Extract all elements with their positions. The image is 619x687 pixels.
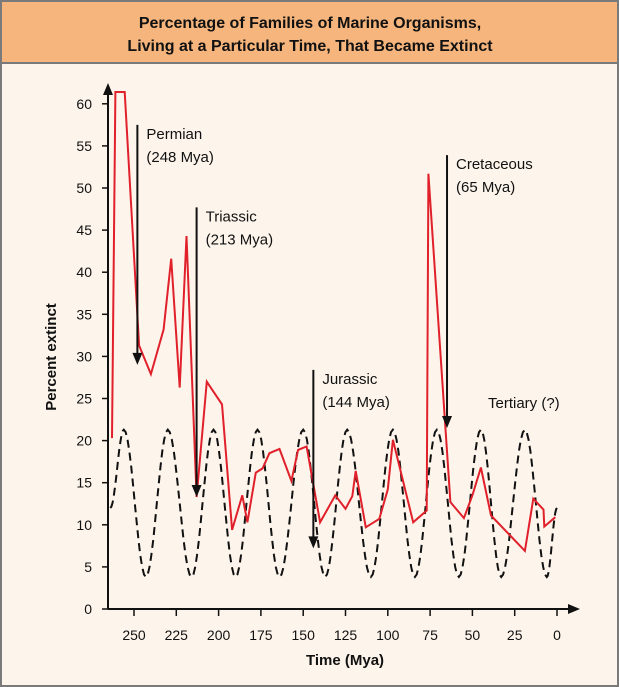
event-label-name: Triassic <box>206 208 258 225</box>
event-label-date: (65 Mya) <box>456 179 515 196</box>
event-label-name: Jurassic <box>322 371 378 388</box>
x-tick-label: 250 <box>122 627 146 643</box>
x-tick-label: 150 <box>292 627 316 643</box>
y-axis-arrow <box>103 83 113 95</box>
event-label-date: (144 Mya) <box>322 394 390 411</box>
y-axis-label: Percent extinct <box>43 303 60 411</box>
event-label-name: Cretaceous <box>456 156 533 173</box>
event-label-name: Permian <box>146 126 202 143</box>
event-label-date: (248 Mya) <box>146 149 214 166</box>
event-arrow-head <box>308 536 319 549</box>
event-label-name: Tertiary (?) <box>488 395 560 412</box>
y-tick-label: 5 <box>84 559 92 575</box>
y-tick-label: 40 <box>76 264 92 280</box>
event-arrow-head <box>442 415 453 428</box>
x-tick-label: 50 <box>465 627 481 643</box>
y-tick-label: 20 <box>76 433 92 449</box>
event-arrow-head <box>191 485 202 498</box>
annotations: Permian (248 Mya) Triassic (213 Mya) Jurassi… <box>132 124 560 549</box>
y-tick-label: 35 <box>76 306 92 322</box>
y-tick-label: 15 <box>76 475 92 491</box>
event-label-date: (213 Mya) <box>206 231 274 248</box>
x-tick-label: 200 <box>207 627 231 643</box>
y-tick-label: 50 <box>76 180 92 196</box>
y-tick-label: 45 <box>76 222 92 238</box>
x-tick-label: 75 <box>422 627 438 643</box>
x-tick-label: 25 <box>507 627 523 643</box>
x-tick-label: 100 <box>376 627 400 643</box>
periodic-cycle-line <box>109 427 558 579</box>
chart-title-line-1: Percentage of Families of Marine Organis… <box>139 15 481 32</box>
title-banner <box>0 0 619 64</box>
y-tick-label: 25 <box>76 391 92 407</box>
x-axis-label: Time (Mya) <box>306 652 384 669</box>
event-arrow-head <box>132 352 143 365</box>
y-tick-label: 55 <box>76 138 92 154</box>
x-tick-label: 225 <box>165 627 189 643</box>
y-tick-label: 60 <box>76 96 92 112</box>
x-tick-label: 0 <box>553 627 561 643</box>
y-tick-label: 0 <box>84 601 92 617</box>
x-tick-label: 175 <box>249 627 273 643</box>
chart-title-line-2: Living at a Particular Time, That Became… <box>127 38 493 55</box>
y-tick-label: 30 <box>76 348 92 364</box>
y-tick-label: 10 <box>76 517 92 533</box>
x-tick-label: 125 <box>334 627 358 643</box>
x-axis-arrow <box>568 604 580 614</box>
